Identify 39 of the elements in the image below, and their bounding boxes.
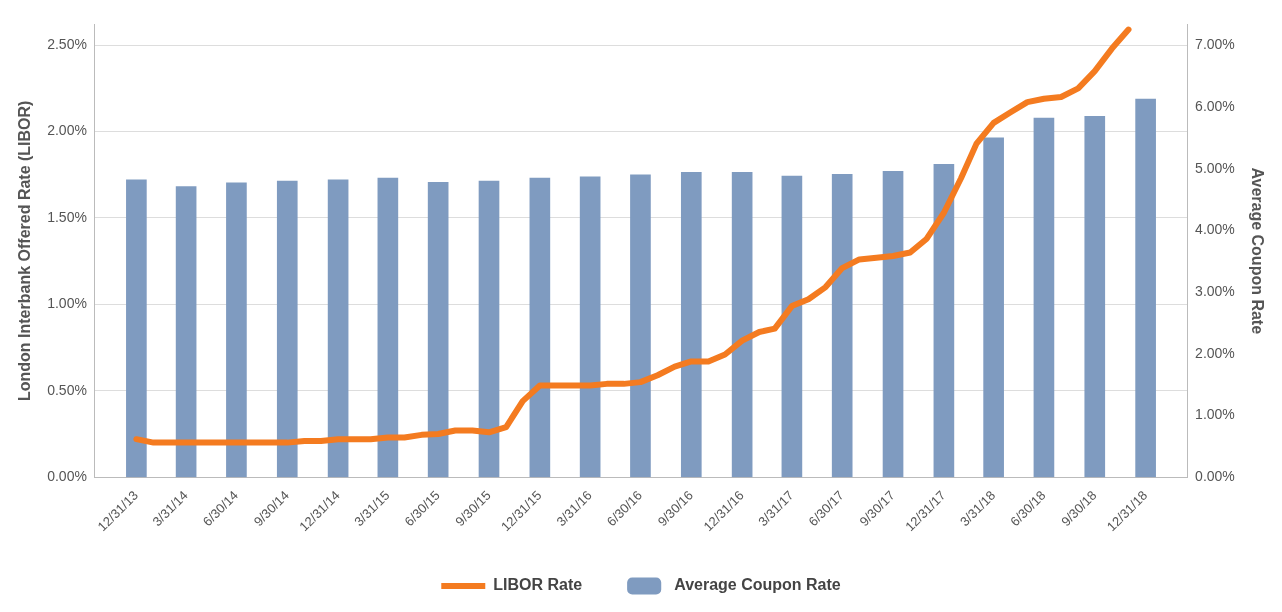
bar [175, 186, 197, 478]
bar [882, 170, 904, 478]
bar [983, 137, 1004, 478]
bar [427, 181, 449, 478]
bar [478, 180, 500, 478]
bar [1135, 98, 1156, 478]
y2-tick-label: 7.00% [1195, 36, 1235, 53]
bar [1033, 117, 1055, 478]
y2-tick-label: 1.00% [1195, 406, 1235, 423]
bar [529, 177, 551, 478]
bar [226, 182, 247, 478]
legend-label: Average Coupon Rate [674, 576, 841, 594]
y2-tick-label: 5.00% [1195, 159, 1235, 176]
legend-label: LIBOR Rate [493, 576, 583, 594]
bar [327, 179, 349, 478]
y2-tick-label: 0.00% [1195, 468, 1235, 485]
y-tick-label: 1.50% [47, 208, 87, 225]
y-tick-label: 0.00% [47, 468, 87, 485]
y2-tick-label: 6.00% [1195, 97, 1235, 114]
y2-axis-title: Average Coupon Rate [1248, 167, 1266, 335]
bar [933, 164, 955, 478]
bar [731, 172, 753, 478]
bar [126, 179, 147, 478]
bar [1084, 115, 1106, 478]
y2-tick-label: 4.00% [1195, 221, 1235, 238]
y2-tick-label: 3.00% [1195, 282, 1235, 299]
bar [680, 172, 702, 478]
bar [831, 173, 853, 478]
y-tick-label: 1.00% [47, 295, 87, 312]
y2-tick-label: 2.00% [1195, 344, 1235, 361]
bar [630, 174, 651, 478]
bar [276, 180, 298, 478]
y-tick-label: 2.50% [47, 36, 87, 52]
bar [579, 176, 601, 478]
y-axis-title: London Interbank Offered Rate (LIBOR) [16, 100, 34, 402]
y-tick-label: 0.50% [47, 381, 87, 398]
bar [781, 175, 803, 478]
y-tick-label: 2.00% [47, 122, 87, 139]
bar [377, 177, 399, 478]
